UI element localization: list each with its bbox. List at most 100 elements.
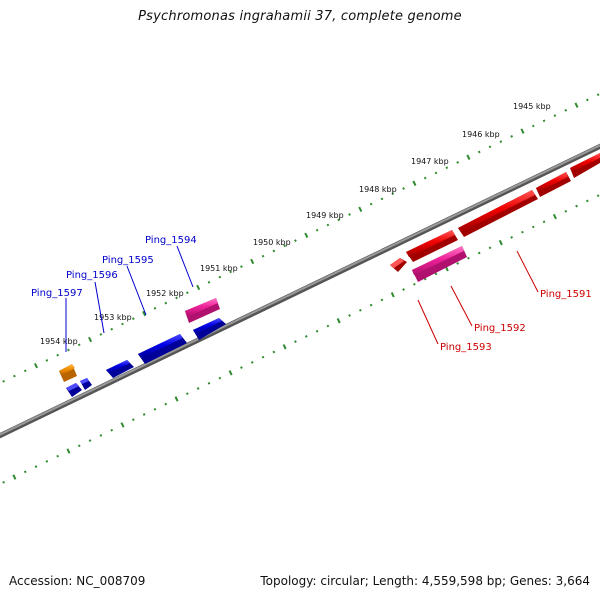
minor-tick	[586, 98, 589, 102]
genome-backbone-highlight	[0, 144, 600, 436]
gene-feature-small-red[interactable]	[390, 258, 407, 272]
minor-tick	[402, 288, 405, 291]
label-leader	[126, 265, 147, 316]
minor-tick	[434, 272, 438, 276]
major-tick	[120, 422, 125, 428]
minor-tick	[510, 236, 513, 239]
minor-tick	[207, 381, 211, 385]
minor-tick	[531, 225, 535, 229]
minor-tick	[294, 239, 297, 242]
minor-tick	[186, 392, 189, 396]
minor-tick	[164, 301, 168, 305]
gene-labels: Ping_1597 Ping_1596 Ping_1595 Ping_1594 …	[31, 235, 592, 353]
minor-tick	[423, 277, 427, 281]
minor-tick	[77, 343, 81, 347]
minor-tick	[153, 306, 157, 310]
minor-tick	[488, 145, 492, 149]
minor-tick	[175, 296, 178, 300]
major-tick	[574, 102, 579, 108]
minor-tick	[477, 251, 481, 255]
ruler-label: 1953 kbp	[94, 313, 132, 322]
minor-tick	[99, 333, 103, 336]
outer-ruler-ticks	[2, 93, 600, 383]
minor-tick	[13, 374, 16, 378]
minor-tick	[56, 353, 59, 357]
gene-feature-ping-1592[interactable]	[412, 246, 467, 282]
major-tick	[88, 336, 93, 343]
gene-feature-ping-1593[interactable]	[406, 230, 458, 262]
gene-label-ping-1597[interactable]: Ping_1597	[31, 288, 83, 299]
gene-label-ping-1596[interactable]: Ping_1596	[66, 270, 118, 281]
minor-tick	[596, 93, 600, 97]
gene-feature-cds-1594b[interactable]	[193, 318, 226, 340]
minor-tick	[315, 329, 319, 333]
gene-label-ping-1593[interactable]: Ping_1593	[440, 342, 492, 353]
ruler-label: 1952 kbp	[146, 289, 184, 298]
minor-tick	[283, 244, 286, 248]
major-tick	[282, 344, 287, 350]
genome-title: Psychromonas ingrahamii 37, complete gen…	[138, 9, 462, 24]
minor-tick	[240, 265, 243, 268]
gene-feature-ping-1594[interactable]	[185, 298, 220, 323]
major-tick	[142, 310, 147, 317]
inner-ruler-ticks	[2, 194, 600, 484]
minor-tick	[88, 439, 92, 442]
gene-feature-ping-1597[interactable]	[59, 364, 77, 382]
minor-tick	[348, 213, 351, 216]
minor-tick	[56, 454, 59, 458]
minor-tick	[315, 228, 319, 232]
minor-tick	[369, 303, 373, 307]
reverse-strand-features	[390, 153, 600, 282]
gene-label-ping-1592[interactable]: Ping_1592	[474, 323, 526, 334]
minor-tick	[272, 350, 276, 354]
minor-tick	[2, 379, 5, 383]
minor-tick	[240, 366, 243, 369]
minor-tick	[261, 254, 265, 258]
minor-tick	[510, 135, 513, 138]
ruler-label: 1948 kbp	[359, 185, 397, 194]
gene-feature-ping-1596[interactable]	[106, 360, 134, 378]
minor-tick	[542, 119, 546, 123]
gene-label-ping-1594[interactable]: Ping_1594	[145, 235, 197, 246]
minor-tick	[521, 230, 524, 234]
minor-tick	[186, 291, 189, 295]
gene-feature-ping-1591[interactable]	[458, 153, 600, 237]
minor-tick	[304, 335, 308, 338]
minor-tick	[380, 298, 384, 302]
label-leader	[417, 299, 439, 345]
minor-tick	[531, 124, 535, 128]
minor-tick	[229, 270, 232, 274]
minor-tick	[380, 197, 384, 201]
major-tick	[66, 448, 71, 454]
minor-tick	[34, 465, 38, 468]
minor-tick	[467, 256, 470, 260]
minor-tick	[348, 314, 351, 317]
gene-feature-ping-1595[interactable]	[138, 334, 187, 364]
minor-tick	[499, 140, 503, 143]
minor-tick	[337, 218, 341, 222]
major-tick	[12, 474, 17, 480]
minor-tick	[369, 202, 373, 206]
minor-tick	[391, 192, 395, 196]
gene-feature-small-cds[interactable]	[66, 378, 92, 397]
minor-tick	[553, 114, 557, 117]
major-tick	[358, 206, 363, 213]
minor-tick	[67, 348, 70, 352]
gene-label-ping-1591[interactable]: Ping_1591	[540, 289, 592, 300]
major-tick	[304, 232, 309, 239]
ruler-label: 1947 kbp	[411, 157, 449, 166]
ruler-labels: 1945 kbp 1946 kbp 1947 kbp 1948 kbp 1949…	[40, 102, 551, 346]
minor-tick	[564, 209, 568, 213]
minor-tick	[575, 204, 578, 208]
gene-label-ping-1595[interactable]: Ping_1595	[102, 255, 154, 266]
ruler-label: 1954 kbp	[40, 337, 78, 346]
minor-tick	[423, 176, 427, 180]
minor-tick	[456, 161, 459, 164]
label-leader	[94, 281, 105, 334]
minor-tick	[542, 220, 546, 224]
minor-tick	[488, 246, 492, 250]
forward-strand-features	[59, 298, 226, 397]
minor-tick	[45, 460, 49, 463]
minor-tick	[77, 444, 81, 448]
